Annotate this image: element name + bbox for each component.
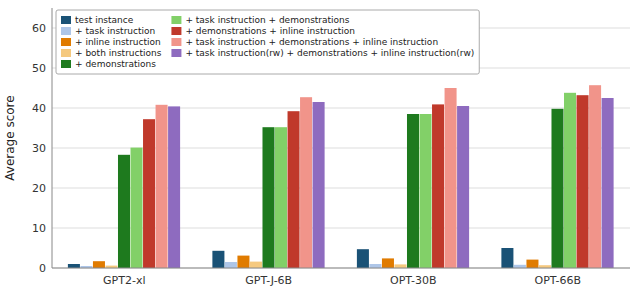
bar xyxy=(445,88,457,268)
grid-line xyxy=(52,108,630,109)
legend-label: + task instruction(rw) + demonstrations … xyxy=(185,48,474,58)
legend-swatch xyxy=(171,49,181,57)
legend-item: + task instruction(rw) + demonstrations … xyxy=(171,48,474,58)
bar xyxy=(501,248,513,268)
bar xyxy=(250,262,262,268)
y-tick-label: 10 xyxy=(32,222,46,235)
bars xyxy=(68,85,614,268)
bar xyxy=(589,85,601,268)
bar xyxy=(225,262,237,268)
legend-swatch xyxy=(171,16,181,24)
x-tick-label: OPT-66B xyxy=(534,274,581,287)
bar xyxy=(577,95,589,268)
legend-item: + task instruction + demonstrations + in… xyxy=(171,37,438,47)
bar xyxy=(564,93,576,268)
legend-swatch xyxy=(61,16,71,24)
legend-label: + task instruction + demonstrations xyxy=(185,15,349,25)
y-tick-label: 20 xyxy=(32,182,46,195)
bar xyxy=(300,97,312,268)
legend-label: + inline instruction xyxy=(75,37,161,47)
legend-label: + both instructions xyxy=(75,48,162,58)
bar xyxy=(262,127,274,268)
bar xyxy=(457,106,469,268)
bar xyxy=(156,105,168,268)
legend-item: + task instruction + demonstrations xyxy=(171,15,349,25)
bar xyxy=(313,102,325,268)
bar xyxy=(407,114,419,268)
bar xyxy=(382,258,394,268)
y-tick-label: 60 xyxy=(32,22,46,35)
legend-item: + both instructions xyxy=(61,48,162,58)
legend-label: test instance xyxy=(75,15,134,25)
bar xyxy=(288,111,300,268)
bar xyxy=(237,256,249,268)
x-axis-line xyxy=(52,268,630,269)
x-tick-label: OPT-30B xyxy=(390,274,437,287)
bar xyxy=(68,264,80,268)
bar xyxy=(93,261,105,268)
bar xyxy=(432,104,444,268)
legend-label: + task instruction xyxy=(75,26,155,36)
legend-swatch xyxy=(61,27,71,35)
legend-item: + demonstrations xyxy=(61,59,156,69)
bar xyxy=(131,148,143,268)
legend-swatch xyxy=(171,27,181,35)
legend: test instance+ task instruction+ inline … xyxy=(56,10,479,74)
bar xyxy=(394,264,406,268)
legend-item: test instance xyxy=(61,15,134,25)
legend-item: + inline instruction xyxy=(61,37,161,47)
legend-swatch xyxy=(61,38,71,46)
y-tick-label: 30 xyxy=(32,142,46,155)
bar xyxy=(526,260,538,268)
bar xyxy=(212,251,224,268)
legend-swatch xyxy=(61,49,71,57)
y-axis-label: Average score xyxy=(3,95,17,180)
y-tick-label: 0 xyxy=(39,262,46,275)
y-tick-label: 40 xyxy=(32,102,46,115)
bar xyxy=(551,109,563,268)
x-tick-label: GPT-J-6B xyxy=(245,274,292,287)
legend-label: + demonstrations xyxy=(75,59,156,69)
bar xyxy=(420,114,432,268)
bar xyxy=(357,249,369,268)
chart: 0 10 20 30 40 50 60 Average score GPT2-xl GPT-J-6… xyxy=(0,0,640,296)
bar xyxy=(168,106,180,268)
x-tick-label: GPT2-xl xyxy=(103,274,145,287)
y-tick-label: 50 xyxy=(32,62,46,75)
legend-swatch xyxy=(61,60,71,68)
bar xyxy=(602,98,614,268)
bar xyxy=(275,127,287,268)
bar xyxy=(118,155,130,268)
legend-item: + demonstrations + inline instruction xyxy=(171,26,355,36)
legend-swatch xyxy=(171,38,181,46)
legend-label: + demonstrations + inline instruction xyxy=(185,26,355,36)
legend-label: + task instruction + demonstrations + in… xyxy=(185,37,438,47)
legend-frame xyxy=(56,10,479,74)
bar xyxy=(369,264,381,268)
grid-line xyxy=(52,268,630,269)
bar xyxy=(143,119,155,268)
y-axis-line xyxy=(52,8,53,268)
legend-item: + task instruction xyxy=(61,26,155,36)
